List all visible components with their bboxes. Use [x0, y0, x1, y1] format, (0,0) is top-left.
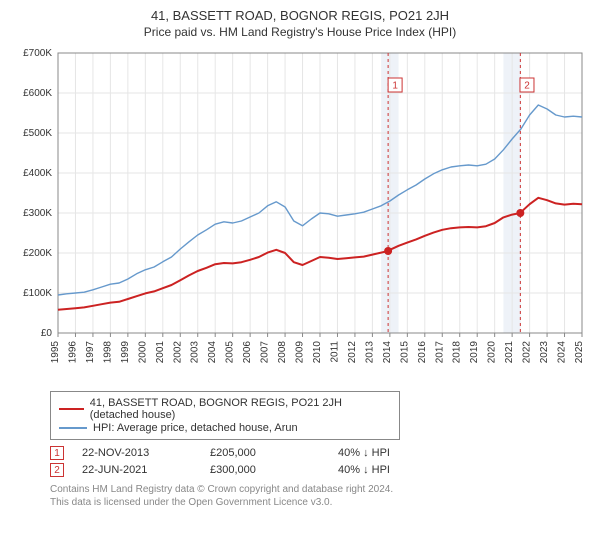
svg-text:2022: 2022 [522, 341, 533, 364]
legend-label: 41, BASSETT ROAD, BOGNOR REGIS, PO21 2JH… [90, 397, 391, 421]
svg-text:2020: 2020 [487, 341, 498, 364]
sale-delta: 40% ↓ HPI [338, 447, 448, 459]
svg-text:2005: 2005 [225, 341, 236, 364]
legend-box: 41, BASSETT ROAD, BOGNOR REGIS, PO21 2JH… [50, 391, 400, 440]
svg-text:2013: 2013 [364, 341, 375, 364]
chart-title: 41, BASSETT ROAD, BOGNOR REGIS, PO21 2JH [10, 8, 590, 23]
svg-text:2014: 2014 [382, 341, 393, 364]
svg-text:£100K: £100K [23, 288, 52, 299]
svg-text:2004: 2004 [207, 341, 218, 364]
svg-text:2021: 2021 [504, 341, 515, 364]
sale-delta: 40% ↓ HPI [338, 464, 448, 476]
svg-text:2003: 2003 [190, 341, 201, 364]
svg-text:£500K: £500K [23, 128, 52, 139]
chart-subtitle: Price paid vs. HM Land Registry's House … [10, 25, 590, 39]
sale-marker: 1 [50, 446, 64, 460]
svg-text:1: 1 [392, 81, 398, 92]
sales-table: 1 22-NOV-2013 £205,000 40% ↓ HPI 2 22-JUN-202… [50, 446, 590, 477]
footer-line-2: This data is licensed under the Open Gov… [50, 496, 590, 509]
figure-container: 41, BASSETT ROAD, BOGNOR REGIS, PO21 2JH… [0, 0, 600, 515]
svg-text:2017: 2017 [434, 341, 445, 364]
legend-item: HPI: Average price, detached house, Arun [59, 422, 391, 434]
sale-price: £300,000 [210, 464, 320, 476]
svg-text:2010: 2010 [312, 341, 323, 364]
svg-text:1997: 1997 [85, 341, 96, 364]
svg-text:2000: 2000 [137, 341, 148, 364]
sale-date: 22-NOV-2013 [82, 447, 192, 459]
chart-area: £0 £100K £200K £300K £400K £500K £600K £700K 199… [10, 45, 590, 385]
svg-text:£600K: £600K [23, 88, 52, 99]
legend-label: HPI: Average price, detached house, Arun [93, 422, 298, 434]
svg-text:£300K: £300K [23, 208, 52, 219]
svg-text:2019: 2019 [469, 341, 480, 364]
svg-text:2002: 2002 [172, 341, 183, 364]
svg-text:£0: £0 [41, 328, 53, 339]
svg-text:2: 2 [524, 81, 530, 92]
legend-item: 41, BASSETT ROAD, BOGNOR REGIS, PO21 2JH… [59, 397, 391, 421]
svg-text:2007: 2007 [260, 341, 271, 364]
svg-text:2024: 2024 [557, 341, 568, 364]
svg-text:2011: 2011 [329, 341, 340, 363]
svg-text:£200K: £200K [23, 248, 52, 259]
svg-text:2015: 2015 [399, 341, 410, 364]
sale-price: £205,000 [210, 447, 320, 459]
svg-text:£400K: £400K [23, 168, 52, 179]
sale-marker: 2 [50, 463, 64, 477]
sale-row: 1 22-NOV-2013 £205,000 40% ↓ HPI [50, 446, 590, 460]
svg-text:2016: 2016 [417, 341, 428, 364]
footer-line-1: Contains HM Land Registry data © Crown c… [50, 483, 590, 496]
svg-text:1998: 1998 [102, 341, 113, 364]
svg-text:1996: 1996 [67, 341, 78, 364]
svg-text:2006: 2006 [242, 341, 253, 364]
svg-text:2001: 2001 [155, 341, 166, 364]
svg-text:2008: 2008 [277, 341, 288, 364]
sale-date: 22-JUN-2021 [82, 464, 192, 476]
legend-swatch [59, 427, 87, 429]
legend-swatch [59, 408, 84, 410]
svg-text:1995: 1995 [50, 341, 61, 364]
svg-text:2023: 2023 [539, 341, 550, 364]
svg-text:2009: 2009 [295, 341, 306, 364]
footer-text: Contains HM Land Registry data © Crown c… [50, 483, 590, 509]
svg-text:2012: 2012 [347, 341, 358, 364]
svg-text:1999: 1999 [120, 341, 131, 364]
sale-row: 2 22-JUN-2021 £300,000 40% ↓ HPI [50, 463, 590, 477]
svg-text:2025: 2025 [574, 341, 585, 364]
svg-text:2018: 2018 [452, 341, 463, 364]
chart-svg: £0 £100K £200K £300K £400K £500K £600K £700K 199… [10, 45, 590, 385]
svg-text:£700K: £700K [23, 48, 52, 59]
